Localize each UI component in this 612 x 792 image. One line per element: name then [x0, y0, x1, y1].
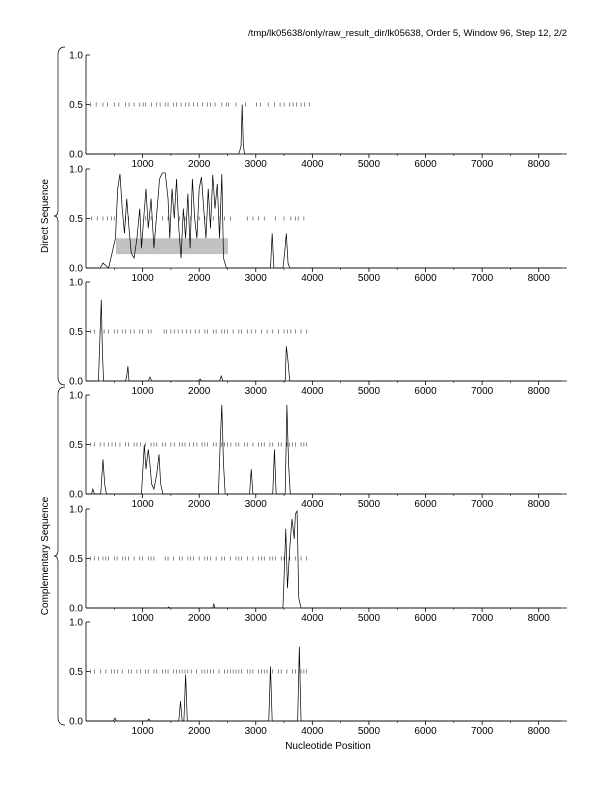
x-tick-label: 1000: [131, 499, 154, 510]
x-tick-label: 5000: [358, 726, 381, 737]
page-title: /tmp/lk05638/only/raw_result_dir/lk05638…: [248, 28, 567, 39]
x-tick-label: 3000: [245, 613, 268, 624]
x-tick-label: 3000: [245, 273, 268, 284]
y-tick-label: 1.0: [69, 278, 83, 289]
y-tick-label: 1.0: [69, 165, 83, 176]
x-tick-label: 4000: [301, 726, 324, 737]
x-tick-label: 1000: [131, 726, 154, 737]
x-tick-label: 1000: [131, 159, 154, 170]
y-tick-label: 1.0: [69, 391, 83, 402]
group-label: Complementary Sequence: [40, 496, 51, 615]
signal-line: [86, 509, 562, 609]
y-tick-label: 0.5: [69, 327, 83, 338]
y-tick-label: 0.5: [69, 667, 83, 678]
signal-line: [86, 646, 562, 722]
x-tick-label: 7000: [471, 726, 494, 737]
x-tick-label: 8000: [528, 159, 551, 170]
x-axis-label: Nucleotide Position: [285, 741, 371, 752]
x-tick-label: 8000: [528, 613, 551, 624]
signal-line: [86, 404, 562, 495]
x-tick-label: 8000: [528, 386, 551, 397]
group-brackets: Direct Sequence Complementary Sequence: [40, 46, 66, 726]
panel-complementary-frame-1: 0.0 0.5 1.0 1000 2000 3000 4000 5000 6000 7000 800…: [69, 391, 567, 510]
x-tick-label: 2000: [188, 499, 211, 510]
x-tick-label: 4000: [301, 273, 324, 284]
x-tick-label: 2000: [188, 159, 211, 170]
signal-line: [86, 299, 562, 382]
x-tick-label: 2000: [188, 273, 211, 284]
x-tick-label: 1000: [131, 613, 154, 624]
x-tick-label: 7000: [471, 386, 494, 397]
y-tick-label: 0.5: [69, 440, 83, 451]
x-tick-label: 3000: [245, 499, 268, 510]
signal-line: [86, 104, 562, 155]
highlight-band: [115, 238, 229, 255]
x-tick-label: 8000: [528, 273, 551, 284]
x-tick-label: 2000: [188, 613, 211, 624]
x-tick-label: 4000: [301, 499, 324, 510]
y-tick-label: 0.0: [69, 264, 83, 275]
panel-direct-frame-3: 0.0 0.5 1.0 1000 2000 3000 4000 5000 6000 7000 800…: [69, 278, 567, 397]
x-tick-label: 2000: [188, 726, 211, 737]
signal-line: [86, 172, 562, 269]
x-tick-label: 5000: [358, 499, 381, 510]
x-tick-label: 5000: [358, 273, 381, 284]
x-tick-label: 5000: [358, 613, 381, 624]
x-tick-label: 6000: [414, 499, 437, 510]
x-tick-label: 6000: [414, 159, 437, 170]
y-tick-label: 0.5: [69, 100, 83, 111]
panel-direct-frame-1: 0.0 0.5 1.0 1000 2000 3000 4000 5000 6000 7000 800…: [69, 51, 567, 170]
x-tick-label: 8000: [528, 499, 551, 510]
y-tick-label: 0.0: [69, 717, 83, 728]
y-tick-label: 0.5: [69, 554, 83, 565]
x-tick-label: 6000: [414, 386, 437, 397]
x-tick-label: 3000: [245, 159, 268, 170]
x-tick-label: 7000: [471, 613, 494, 624]
x-tick-label: 2000: [188, 386, 211, 397]
x-tick-label: 7000: [471, 273, 494, 284]
group-bracket: [53, 386, 66, 726]
panel-direct-frame-2: 0.0 0.5 1.0 1000 2000 3000 4000 5000 6000 7000 800…: [69, 165, 567, 284]
x-tick-label: 8000: [528, 726, 551, 737]
y-tick-label: 0.0: [69, 604, 83, 615]
y-tick-label: 1.0: [69, 51, 83, 62]
x-tick-label: 4000: [301, 159, 324, 170]
chart-panels: 0.0 0.5 1.0 1000 2000 3000 4000 5000 6000 7000 800…: [69, 51, 567, 737]
x-tick-label: 4000: [301, 613, 324, 624]
y-tick-label: 0.5: [69, 214, 83, 225]
y-tick-label: 0.0: [69, 377, 83, 388]
x-tick-label: 5000: [358, 386, 381, 397]
group-label: Direct Sequence: [40, 179, 51, 253]
x-tick-label: 1000: [131, 386, 154, 397]
x-tick-label: 7000: [471, 499, 494, 510]
x-tick-label: 4000: [301, 386, 324, 397]
panel-complementary-frame-3: 0.0 0.5 1.0 1000 2000 3000 4000 5000 6000 7000 800…: [69, 618, 567, 737]
x-tick-label: 6000: [414, 273, 437, 284]
x-tick-label: 6000: [414, 613, 437, 624]
y-tick-label: 1.0: [69, 618, 83, 629]
y-tick-label: 0.0: [69, 150, 83, 161]
x-tick-label: 7000: [471, 159, 494, 170]
x-tick-label: 1000: [131, 273, 154, 284]
y-tick-label: 1.0: [69, 505, 83, 516]
x-tick-label: 6000: [414, 726, 437, 737]
x-tick-label: 3000: [245, 386, 268, 397]
x-tick-label: 5000: [358, 159, 381, 170]
y-tick-label: 0.0: [69, 490, 83, 501]
panel-complementary-frame-2: 0.0 0.5 1.0 1000 2000 3000 4000 5000 6000 7000 800…: [69, 505, 567, 624]
group-bracket: [53, 46, 66, 386]
x-tick-label: 3000: [245, 726, 268, 737]
